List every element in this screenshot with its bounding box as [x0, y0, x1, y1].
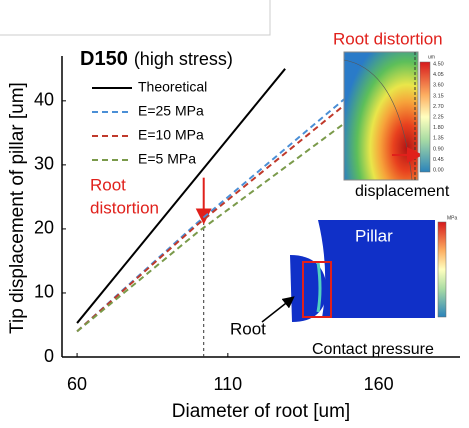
- colorbar-label: 4.05: [433, 72, 444, 78]
- colorbar-unit: MPa: [447, 215, 458, 221]
- x-tick-label: 160: [364, 374, 394, 394]
- root-label: Root: [230, 319, 266, 338]
- x-tick-label: 110: [213, 374, 242, 394]
- y-tick-label: 0: [44, 346, 54, 366]
- colorbar-label: 0.45: [433, 157, 444, 163]
- legend-label: E=5 MPa: [138, 151, 196, 167]
- legend-label: E=10 MPa: [138, 127, 204, 143]
- colorbar-label: 3.15: [433, 93, 444, 99]
- y-tick-label: 20: [34, 218, 54, 238]
- chart: 0 10 20 30 40 60 110 160 Diameter of root [um] Ti…: [0, 0, 469, 428]
- inset-label: Pillar: [355, 226, 393, 245]
- annotation: Root: [90, 175, 126, 194]
- colorbar-label: 3.60: [433, 83, 444, 89]
- inset-title: Root distortion: [333, 29, 443, 48]
- title-main: D150: [80, 48, 128, 70]
- colorbar-label: 1.35: [433, 136, 444, 142]
- frame: [0, 0, 270, 35]
- colorbar-label: 0.90: [433, 146, 444, 152]
- y-axis-title: Tip displacement of pillar [um]: [7, 82, 28, 334]
- colorbar-label: 1.80: [433, 125, 444, 131]
- y-tick-label: 30: [34, 154, 54, 174]
- colorbar-label: 2.25: [433, 114, 444, 120]
- colorbar-label: 0.00: [433, 167, 444, 173]
- y-tick-label: 10: [34, 282, 54, 302]
- inset-caption: Contact pressure: [312, 341, 434, 358]
- x-axis-title: Diameter of root [um]: [172, 401, 350, 422]
- colorbar-unit: um: [428, 54, 435, 60]
- inset-pressure: MPa Pillar Root Contact pressure: [230, 215, 458, 358]
- legend-label: Theoretical: [138, 79, 207, 95]
- inset-image: [344, 52, 418, 180]
- inset-caption: displacement: [355, 183, 450, 200]
- title-sub: (high stress): [134, 49, 233, 69]
- colorbar-label: 4.50: [433, 61, 444, 67]
- legend-label: E=25 MPa: [138, 103, 204, 119]
- colorbar-label: 2.70: [433, 104, 444, 110]
- inset-displacement: 4.50 4.05 3.60 3.15 2.70 2.25 1.80 1.35 0.90 0.45…: [333, 29, 450, 200]
- y-tick-label: 40: [34, 90, 54, 110]
- colorbar: [438, 222, 446, 317]
- x-tick-label: 60: [67, 374, 87, 394]
- annotation: distortion: [90, 198, 159, 217]
- chart-title: D150 (high stress): [80, 48, 233, 70]
- colorbar: [420, 62, 430, 172]
